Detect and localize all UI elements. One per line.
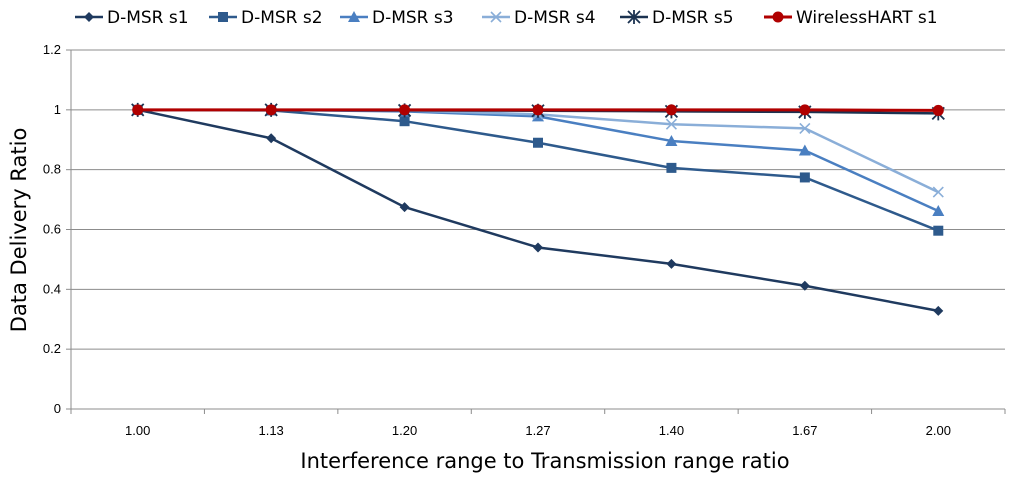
data-point <box>665 118 677 130</box>
legend-label: D-MSR s1 <box>107 8 189 28</box>
data-point <box>666 162 677 173</box>
x-tick-label: 1.27 <box>525 423 550 438</box>
y-tick-label: 0.8 <box>43 162 61 177</box>
grid-lines <box>71 49 1005 350</box>
x-axis-title: Interference range to Transmission range… <box>300 449 789 473</box>
legend-marker <box>218 12 228 22</box>
y-tick-label: 0.6 <box>43 222 61 237</box>
legend-marker <box>348 11 360 22</box>
data-point <box>532 104 544 116</box>
data-point <box>799 122 811 134</box>
legend-label: D-MSR s3 <box>372 8 454 28</box>
legend-label: D-MSR s4 <box>514 8 596 28</box>
data-point <box>933 225 944 236</box>
legend: D-MSR s1 D-MSR s2 D-MSR s3 D-MSR s4 D-MSR s5… <box>75 8 938 28</box>
legend-label: D-MSR s5 <box>652 8 734 28</box>
x-tick-label: 1.13 <box>258 423 283 438</box>
data-point <box>666 258 677 269</box>
legend-item: D-MSR s4 <box>482 8 596 28</box>
data-point <box>533 242 543 253</box>
series-line <box>137 108 939 194</box>
series-3 <box>131 103 945 216</box>
legend-item: WirelessHART s1 <box>764 8 938 28</box>
x-tick-label: 1.20 <box>392 423 417 438</box>
data-point <box>132 104 144 116</box>
legend-marker <box>772 11 784 23</box>
data-point <box>798 144 811 156</box>
legend-item: D-MSR s3 <box>340 8 454 28</box>
data-point <box>399 116 410 127</box>
x-tick-label: 1.67 <box>792 423 817 438</box>
x-tick-label: 2.00 <box>926 423 951 438</box>
axes: 0 0.2 0.4 0.6 0.8 1 1.2 1.00 1.13 1.20 1.27 1.40 1.6… <box>43 42 1006 438</box>
data-point <box>799 172 810 183</box>
data-point <box>932 186 944 198</box>
data-point <box>665 104 677 116</box>
data-point <box>665 134 678 146</box>
legend-label: D-MSR s2 <box>241 8 323 28</box>
y-tick-label: 0 <box>54 401 61 416</box>
series-line <box>137 108 939 232</box>
x-tick-label: 1.40 <box>659 423 684 438</box>
series-2 <box>132 104 944 236</box>
legend-marker <box>627 10 641 24</box>
data-point <box>799 104 811 116</box>
legend-marker <box>490 11 502 23</box>
series-lines <box>131 102 945 316</box>
data-point <box>266 133 277 144</box>
y-tick-label: 1 <box>54 102 61 117</box>
y-tick-label: 0.4 <box>43 281 61 296</box>
data-point <box>399 202 410 213</box>
data-point <box>399 104 411 116</box>
y-axis-title: Data Delivery Ratio <box>7 128 31 333</box>
legend-marker <box>84 12 94 22</box>
legend-label: WirelessHART s1 <box>796 8 938 28</box>
legend-item: D-MSR s5 <box>620 8 734 28</box>
data-point <box>265 104 277 116</box>
data-point <box>932 204 945 216</box>
series-line <box>137 108 939 213</box>
data-point <box>932 104 944 116</box>
series-6 <box>132 104 944 116</box>
legend-item: D-MSR s2 <box>209 8 323 28</box>
legend-item: D-MSR s1 <box>75 8 189 28</box>
data-point <box>799 280 810 291</box>
y-tick-label: 1.2 <box>43 42 61 57</box>
y-tick-label: 0.2 <box>43 341 61 356</box>
x-tick-label: 1.00 <box>125 423 150 438</box>
data-point <box>533 137 543 148</box>
data-point <box>933 305 944 316</box>
